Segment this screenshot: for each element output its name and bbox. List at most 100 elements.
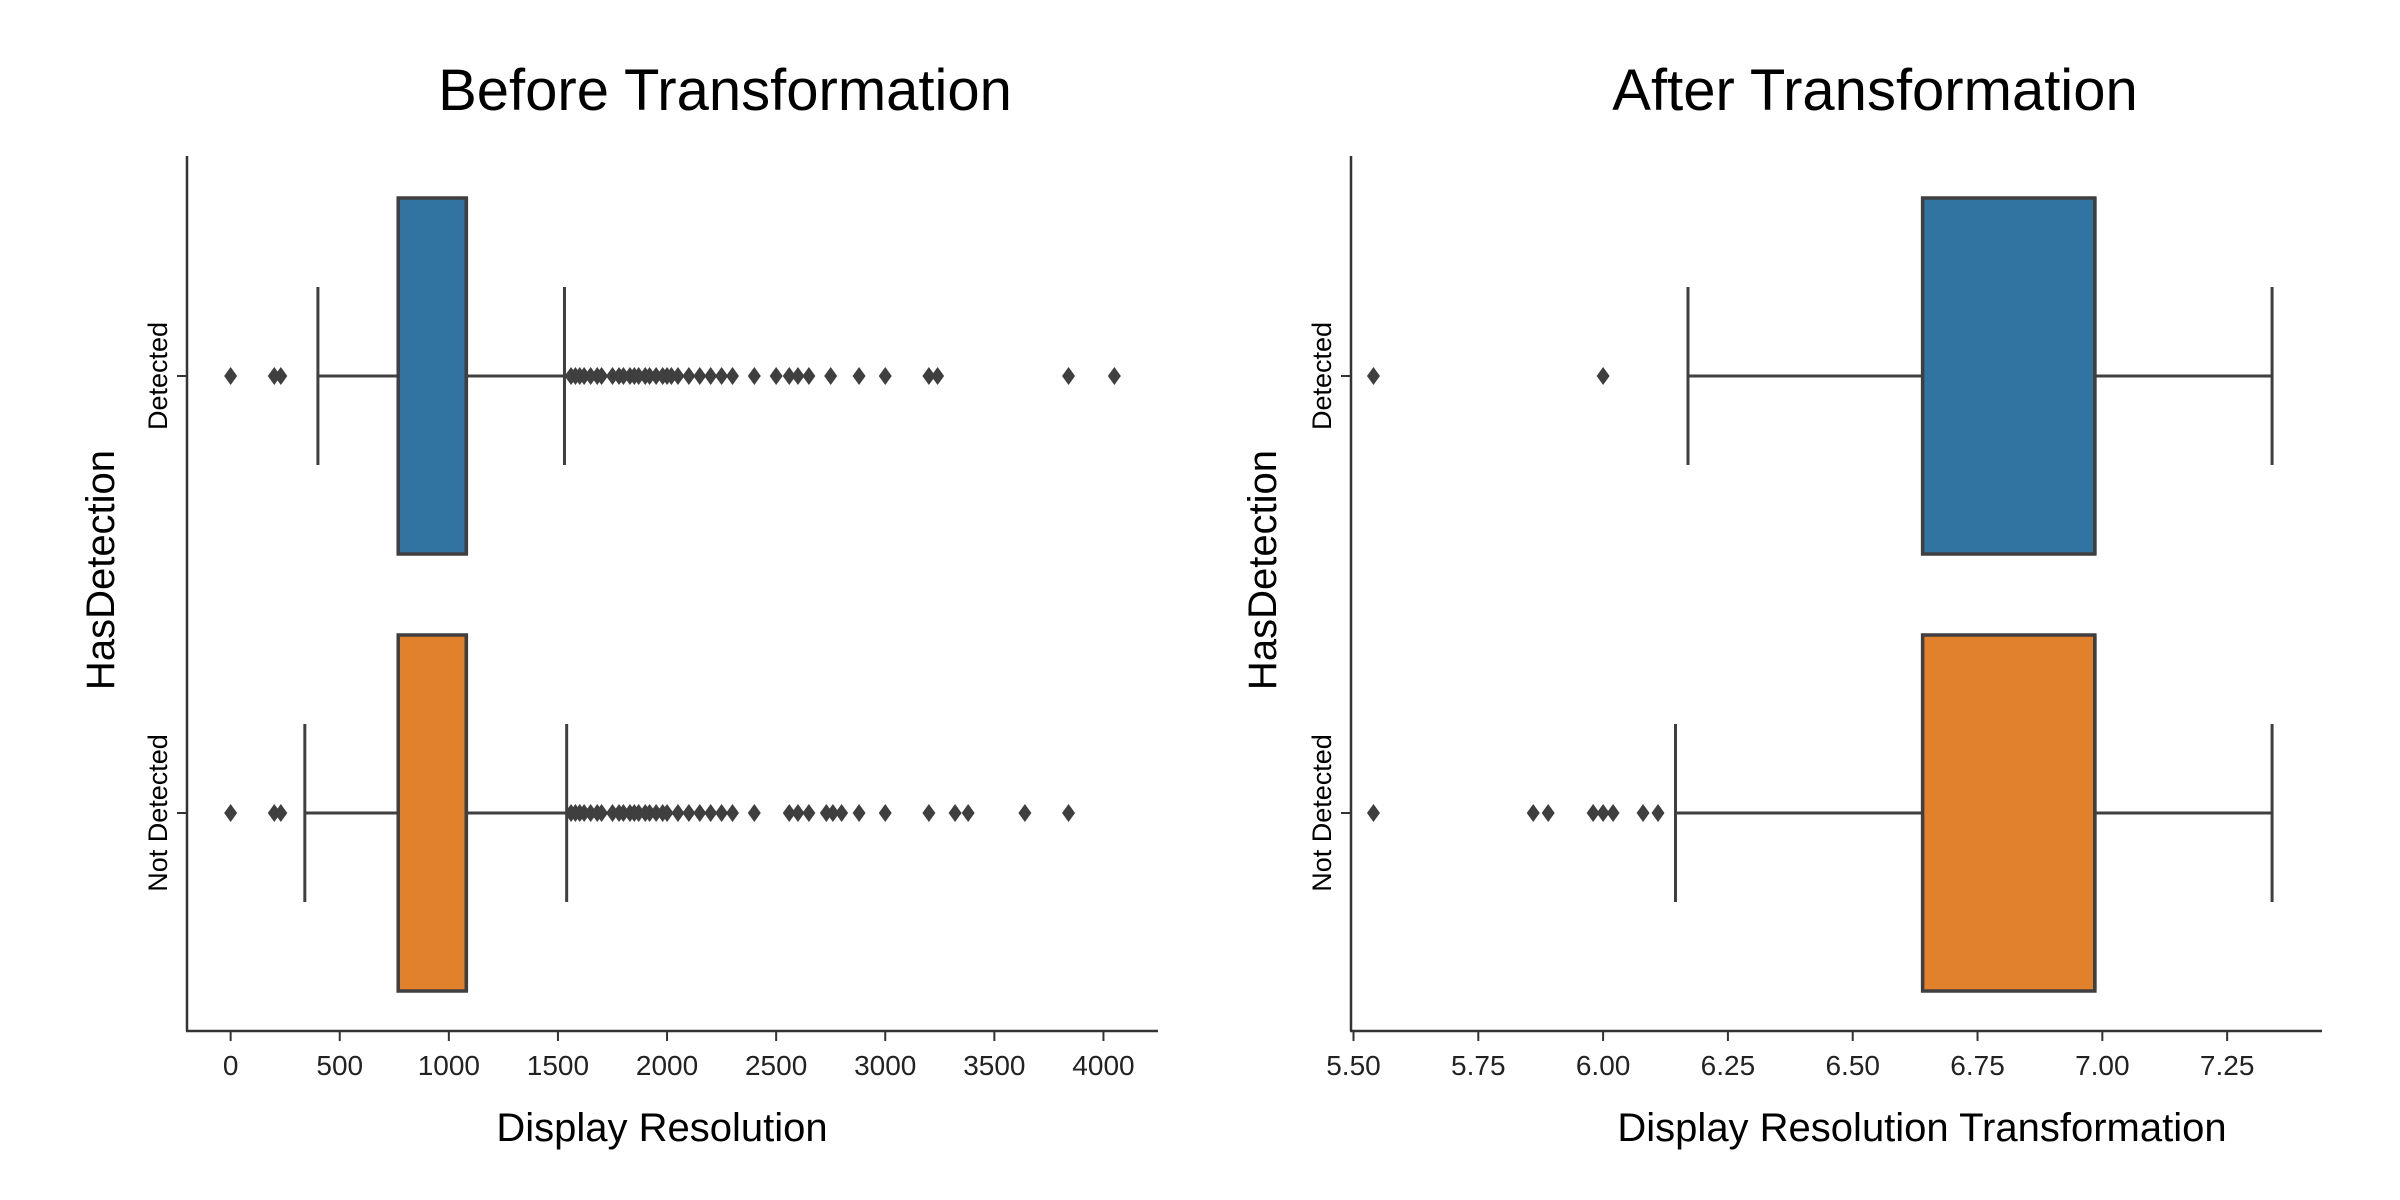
box-detected: [1366, 196, 2274, 556]
outlier-point: [852, 804, 866, 822]
x-tick-label: 3000: [854, 1050, 916, 1081]
boxes: [224, 196, 1121, 993]
outlier-point: [693, 804, 707, 822]
x-tick-label: 3500: [963, 1050, 1025, 1081]
outlier-point: [824, 367, 838, 385]
outlier-point: [224, 367, 238, 385]
outlier-point: [643, 367, 657, 385]
outlier-point: [878, 804, 892, 822]
outlier-point: [584, 367, 598, 385]
x-tick-label: 7.00: [2075, 1050, 2130, 1081]
y-tick-label: Detected: [143, 322, 173, 430]
y-ticks: Detected Not Detected: [1307, 322, 1351, 892]
x-axis-label: Display Resolution: [496, 1106, 827, 1150]
outlier-point: [782, 804, 796, 822]
outlier-point: [747, 367, 761, 385]
x-tick-label: 5.75: [1451, 1050, 1506, 1081]
outlier-point: [791, 804, 805, 822]
outlier-point: [747, 804, 761, 822]
outlier-point: [632, 804, 646, 822]
before-transformation-panel: Before Transformation HasDetection Displ…: [79, 58, 1158, 1150]
outlier-point: [1596, 804, 1610, 822]
outlier-point: [605, 804, 619, 822]
outlier-point: [704, 367, 718, 385]
outlier-point: [577, 367, 591, 385]
outlier-point: [274, 804, 288, 822]
before-boxplot: Before Transformation HasDetection Displ…: [79, 58, 1158, 1150]
outlier-point: [791, 367, 805, 385]
outlier-point: [1366, 367, 1380, 385]
outlier-point: [1606, 804, 1620, 822]
outlier-point: [671, 367, 685, 385]
outlier-point: [726, 367, 740, 385]
outlier-point: [224, 804, 238, 822]
outlier-point: [616, 367, 630, 385]
outlier-point: [643, 804, 657, 822]
y-axis-label: HasDetection: [79, 450, 123, 690]
outlier-point: [660, 804, 674, 822]
outlier-point: [649, 367, 663, 385]
outlier-point: [1636, 804, 1650, 822]
outlier-point: [605, 367, 619, 385]
boxes: [1366, 196, 2274, 993]
x-tick-label: 4000: [1072, 1050, 1134, 1081]
outlier-point: [769, 367, 783, 385]
y-tick-label: Detected: [1307, 322, 1337, 430]
outlier-point: [931, 367, 945, 385]
iqr-box: [396, 196, 469, 556]
outlier-point: [948, 804, 962, 822]
x-tick-label: 1000: [418, 1050, 480, 1081]
outlier-point: [616, 804, 630, 822]
y-ticks: Detected Not Detected: [143, 322, 187, 892]
outlier-point: [826, 804, 840, 822]
outlier-point: [1018, 804, 1032, 822]
chart-title: After Transformation: [1612, 58, 2137, 123]
box-not-detected: [1366, 633, 2274, 993]
outlier-point: [922, 804, 936, 822]
outlier-point: [274, 367, 288, 385]
outlier-point: [1062, 804, 1076, 822]
outlier-point: [1541, 804, 1555, 822]
outlier-point: [726, 804, 740, 822]
outlier-point: [715, 804, 729, 822]
outlier-point: [682, 367, 696, 385]
outlier-point: [632, 367, 646, 385]
box-detected: [224, 196, 1121, 556]
outlier-point: [682, 804, 696, 822]
x-tick-label: 6.00: [1576, 1050, 1631, 1081]
x-tick-label: 6.25: [1701, 1050, 1756, 1081]
outlier-point: [704, 804, 718, 822]
outlier-point: [1366, 804, 1380, 822]
iqr-box: [396, 633, 469, 993]
x-tick-label: 2500: [745, 1050, 807, 1081]
outlier-point: [671, 804, 685, 822]
y-tick-label: Not Detected: [1307, 734, 1337, 892]
outlier-point: [1596, 367, 1610, 385]
x-axis-label: Display Resolution Transformation: [1617, 1106, 2226, 1150]
x-tick-label: 0: [223, 1050, 239, 1081]
outlier-point: [961, 804, 975, 822]
x-tick-label: 6.50: [1825, 1050, 1880, 1081]
outlier-point: [835, 804, 849, 822]
x-tick-label: 1500: [527, 1050, 589, 1081]
outlier-point: [267, 367, 281, 385]
after-boxplot: After Transformation HasDetection Displa…: [1241, 58, 2322, 1150]
outlier-point: [922, 367, 936, 385]
outlier-point: [1526, 804, 1540, 822]
outlier-point: [267, 804, 281, 822]
x-tick-label: 2000: [636, 1050, 698, 1081]
iqr-box: [1920, 196, 2097, 556]
y-axis-label: HasDetection: [1241, 450, 1285, 690]
outlier-point: [664, 367, 678, 385]
y-tick-label: Not Detected: [143, 734, 173, 892]
outlier-point: [1586, 804, 1600, 822]
x-ticks: 5.50 5.75 6.00 6.25 6.50 6.75 7.00 7.25: [1326, 1031, 2254, 1081]
x-tick-label: 5.50: [1326, 1050, 1381, 1081]
x-tick-label: 7.25: [2200, 1050, 2255, 1081]
outlier-point: [819, 804, 833, 822]
after-transformation-panel: After Transformation HasDetection Displa…: [1200, 0, 2400, 1200]
chart-title: Before Transformation: [438, 58, 1012, 123]
outlier-point: [584, 804, 598, 822]
outlier-point: [693, 367, 707, 385]
outlier-point: [649, 804, 663, 822]
